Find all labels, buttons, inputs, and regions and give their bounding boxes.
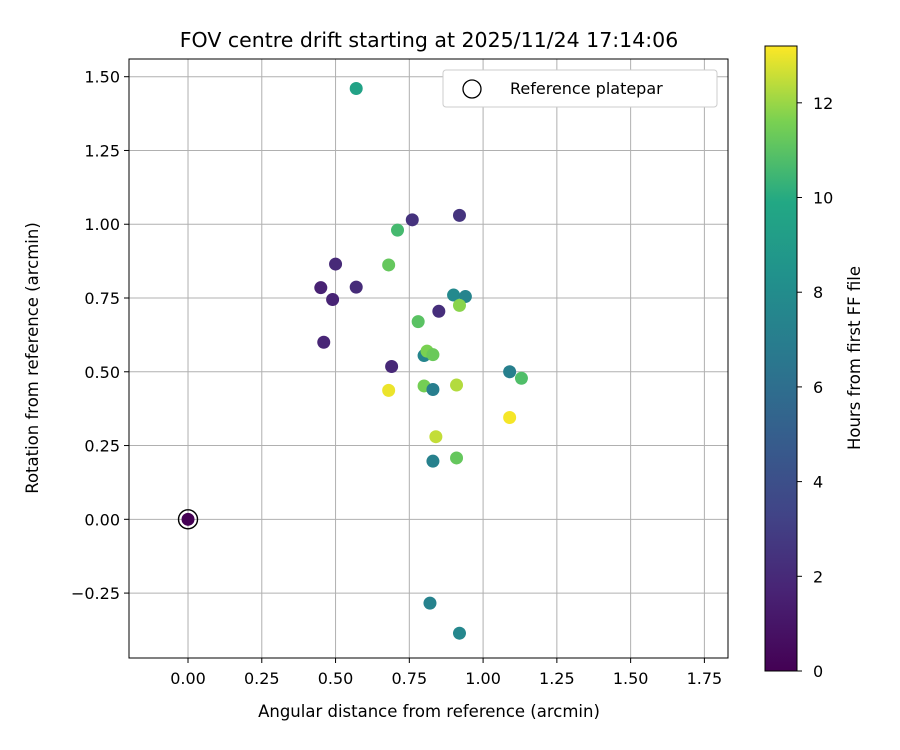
y-tick-label: 0.00: [84, 510, 120, 529]
colorbar-tick-label: 0: [813, 662, 823, 681]
data-point: [450, 378, 464, 392]
data-point: [452, 626, 466, 640]
data-point: [326, 292, 340, 306]
data-point: [314, 281, 328, 295]
x-tick-label: 1.00: [465, 669, 501, 688]
chart-title: FOV centre drift starting at 2025/11/24 …: [180, 28, 679, 52]
y-tick-label: 0.50: [84, 363, 120, 382]
y-tick-label: −0.25: [71, 584, 120, 603]
colorbar-tick-label: 4: [813, 473, 823, 492]
colorbar-ticks: 0 2 4 6 8 10 12: [797, 94, 833, 681]
y-tick-label: 0.25: [84, 437, 120, 456]
legend-label: Reference platepar: [510, 79, 663, 98]
x-tick-label: 0.75: [392, 669, 428, 688]
data-point: [349, 280, 363, 294]
y-axis-ticks: −0.25 0.00 0.25 0.50 0.75 1.00 1.25 1.50: [71, 68, 129, 603]
data-point: [503, 411, 517, 425]
x-tick-label: 0.00: [170, 669, 206, 688]
data-point: [405, 213, 419, 227]
data-point: [329, 257, 343, 271]
data-point: [382, 258, 396, 272]
grid-lines: [129, 59, 728, 658]
plot-frame: [128, 58, 729, 659]
legend-box: [442, 69, 718, 108]
colorbar-tick-label: 2: [813, 567, 823, 586]
data-point: [432, 304, 446, 318]
data-point: [423, 596, 437, 610]
data-points: [181, 82, 528, 640]
data-point: [349, 82, 363, 96]
legend: Reference platepar: [442, 69, 718, 108]
x-tick-label: 1.50: [613, 669, 649, 688]
data-point: [426, 454, 440, 468]
colorbar-gradient: [764, 45, 798, 672]
data-point: [503, 365, 517, 379]
y-tick-label: 1.25: [84, 141, 120, 160]
x-tick-label: 0.50: [318, 669, 354, 688]
colorbar-tick-label: 10: [813, 189, 833, 208]
data-point: [514, 371, 528, 385]
data-point: [450, 451, 464, 465]
data-point: [426, 348, 440, 362]
colorbar-tick-label: 6: [813, 378, 823, 397]
data-point: [452, 298, 466, 312]
y-tick-label: 1.50: [84, 68, 120, 87]
y-tick-label: 1.00: [84, 215, 120, 234]
x-tick-label: 0.25: [244, 669, 280, 688]
x-tick-label: 1.25: [539, 669, 575, 688]
data-point: [429, 430, 443, 444]
colorbar: 0 2 4 6 8 10 12 Hours from first FF file: [764, 45, 864, 681]
data-point: [452, 208, 466, 222]
data-point: [382, 383, 396, 397]
data-point: [447, 288, 461, 302]
data-point: [391, 223, 405, 237]
y-tick-label: 0.75: [84, 289, 120, 308]
reference-marker: [177, 509, 199, 530]
x-axis-label: Angular distance from reference (arcmin): [258, 702, 600, 721]
data-point: [426, 382, 440, 396]
data-point: [181, 512, 195, 526]
data-point: [317, 335, 331, 349]
data-point: [411, 315, 425, 329]
colorbar-label: Hours from first FF file: [845, 266, 864, 450]
x-axis-ticks: 0.00 0.25 0.50 0.75 1.00 1.25 1.50 1.75: [170, 658, 722, 688]
colorbar-tick-label: 8: [813, 283, 823, 302]
legend-reference-icon: [462, 79, 482, 99]
x-tick-label: 1.75: [687, 669, 723, 688]
y-axis-label: Rotation from reference (arcmin): [23, 222, 42, 494]
reference-marker-group: [177, 509, 199, 530]
data-point: [385, 359, 399, 373]
colorbar-tick-label: 12: [813, 94, 833, 113]
